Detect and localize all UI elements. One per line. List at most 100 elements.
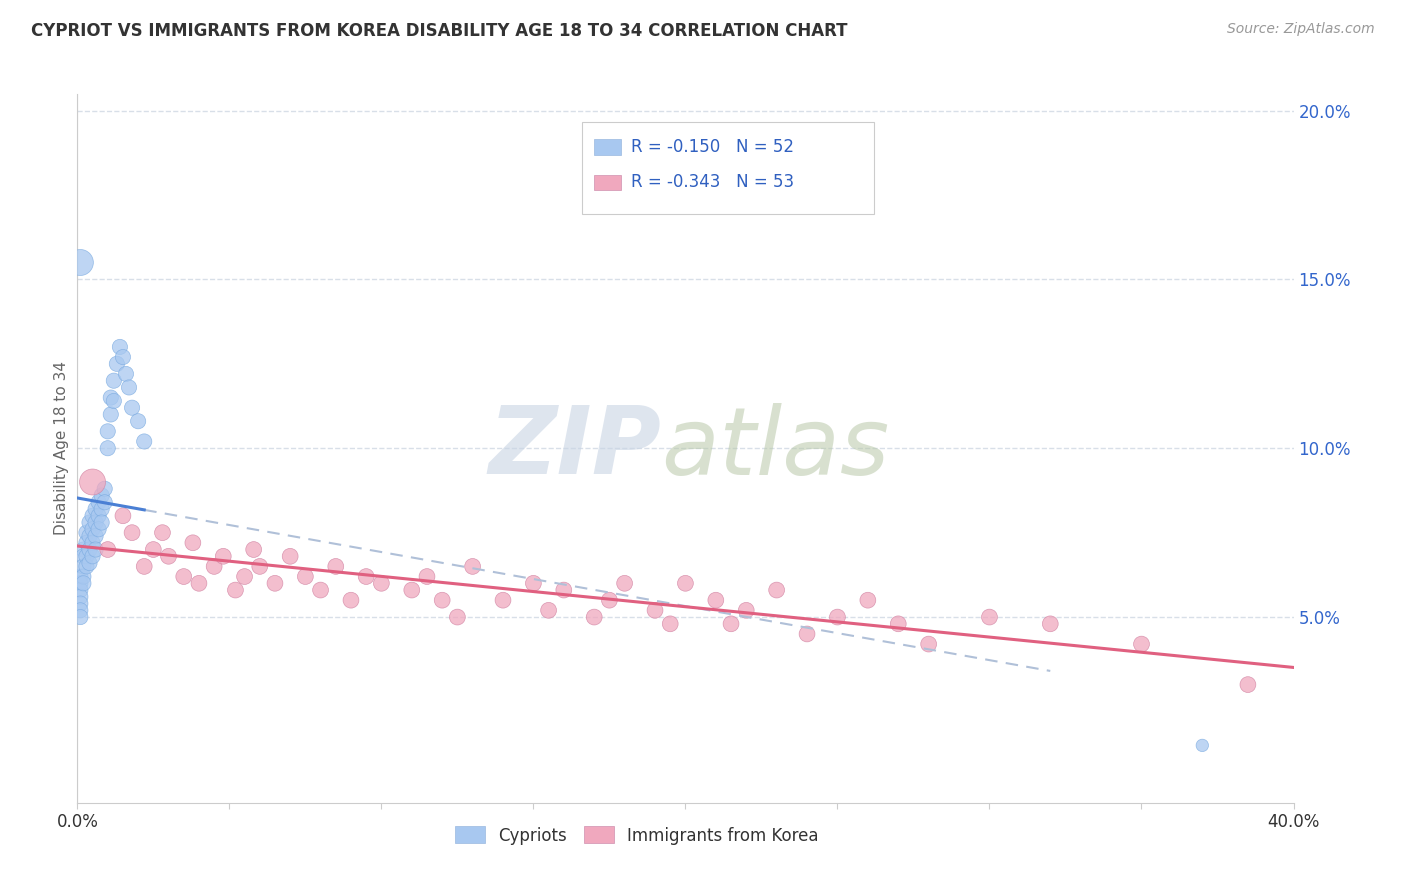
Point xyxy=(87,508,110,523)
Point xyxy=(97,442,120,455)
Point xyxy=(157,549,180,564)
Point xyxy=(75,559,97,574)
Point xyxy=(127,414,149,428)
Legend: Cypriots, Immigrants from Korea: Cypriots, Immigrants from Korea xyxy=(449,820,825,851)
Point xyxy=(97,542,120,557)
Point xyxy=(675,576,697,591)
Point xyxy=(90,516,112,530)
Point xyxy=(69,610,91,624)
Point xyxy=(142,542,165,557)
Text: Source: ZipAtlas.com: Source: ZipAtlas.com xyxy=(1227,22,1375,37)
Point xyxy=(93,482,115,496)
Point xyxy=(202,559,225,574)
Point xyxy=(827,610,849,624)
Point xyxy=(93,495,115,509)
Point xyxy=(69,590,91,604)
Point xyxy=(82,549,104,564)
Point xyxy=(152,525,174,540)
Point xyxy=(918,637,941,651)
Point xyxy=(446,610,468,624)
Point xyxy=(72,549,94,564)
Point xyxy=(181,535,204,549)
Point xyxy=(1191,739,1213,753)
Point xyxy=(537,603,560,617)
Point xyxy=(69,583,91,598)
Point xyxy=(224,583,246,598)
Point xyxy=(82,508,104,523)
Point xyxy=(72,559,94,574)
Point xyxy=(325,559,347,574)
Point xyxy=(644,603,666,617)
Point xyxy=(111,508,134,523)
Point xyxy=(82,535,104,549)
Point xyxy=(340,593,363,607)
Point xyxy=(735,603,758,617)
Point xyxy=(765,583,787,598)
Point xyxy=(583,610,606,624)
Point xyxy=(115,367,138,381)
Point xyxy=(121,525,143,540)
Point xyxy=(90,489,112,503)
Text: R = -0.150   N = 52: R = -0.150 N = 52 xyxy=(631,138,794,156)
Point xyxy=(79,516,101,530)
Point xyxy=(82,522,104,536)
Point xyxy=(430,593,453,607)
Point xyxy=(97,425,120,439)
Bar xyxy=(582,122,875,214)
Point xyxy=(90,502,112,516)
Point xyxy=(233,569,256,583)
Point xyxy=(796,627,818,641)
Point xyxy=(108,340,131,354)
Point xyxy=(75,549,97,564)
Point xyxy=(370,576,392,591)
Point xyxy=(69,597,91,611)
Point xyxy=(82,475,104,489)
Point xyxy=(69,603,91,617)
Y-axis label: Disability Age 18 to 34: Disability Age 18 to 34 xyxy=(53,361,69,535)
Point xyxy=(72,569,94,583)
Point xyxy=(79,529,101,543)
Point xyxy=(1130,637,1153,651)
Point xyxy=(121,401,143,415)
Point xyxy=(134,559,156,574)
Point xyxy=(1039,616,1062,631)
Point xyxy=(105,357,128,371)
Text: ZIP: ZIP xyxy=(488,402,661,494)
Point xyxy=(979,610,1001,624)
Text: R = -0.343   N = 53: R = -0.343 N = 53 xyxy=(631,173,794,191)
Point xyxy=(103,393,125,408)
Point xyxy=(659,616,682,631)
Point xyxy=(84,529,107,543)
Point xyxy=(69,255,91,269)
Point xyxy=(100,408,122,422)
Point xyxy=(75,525,97,540)
Point xyxy=(522,576,544,591)
Point xyxy=(416,569,439,583)
Text: atlas: atlas xyxy=(661,402,890,494)
Bar xyxy=(595,139,621,154)
Point xyxy=(111,350,134,364)
Point xyxy=(401,583,423,598)
Point xyxy=(553,583,575,598)
Point xyxy=(75,535,97,549)
Point xyxy=(242,542,264,557)
Point xyxy=(84,516,107,530)
Point xyxy=(598,593,620,607)
Point xyxy=(887,616,910,631)
Point xyxy=(856,593,879,607)
Point xyxy=(79,556,101,570)
Point xyxy=(72,542,94,557)
Point xyxy=(72,576,94,591)
Point xyxy=(294,569,316,583)
Point xyxy=(613,576,636,591)
Point xyxy=(69,576,91,591)
Point xyxy=(249,559,271,574)
Point xyxy=(354,569,377,583)
Point xyxy=(118,380,141,394)
Point xyxy=(278,549,301,564)
Point xyxy=(492,593,515,607)
Point xyxy=(87,522,110,536)
Bar xyxy=(595,175,621,190)
Point xyxy=(264,576,287,591)
Point xyxy=(704,593,727,607)
